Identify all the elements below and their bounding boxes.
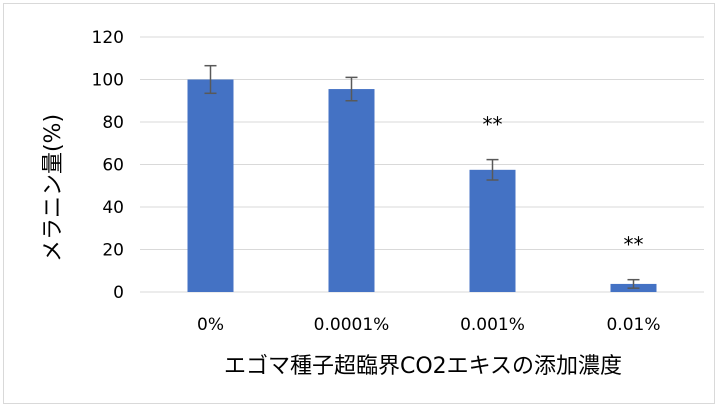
y-tick-labels: 0 20 40 60 80 100 120 — [92, 28, 124, 303]
significance-label: ** — [624, 233, 644, 257]
x-axis-title: エゴマ種子超臨界CO2エキスの添加濃度 — [224, 354, 622, 379]
y-tick-label: 100 — [92, 71, 124, 91]
x-tick-label: 0.01% — [606, 315, 660, 335]
y-tick-label: 120 — [92, 28, 124, 48]
y-axis-title: メラニン量(%) — [41, 114, 66, 262]
bar — [328, 89, 375, 292]
bar — [187, 79, 234, 292]
y-tick-label: 60 — [102, 156, 124, 176]
significance-label: ** — [483, 113, 503, 137]
significance-annotations: ** ** — [483, 113, 644, 257]
x-tick-label: 0% — [197, 315, 224, 335]
bar — [469, 169, 516, 292]
error-bars — [204, 64, 640, 289]
y-tick-label: 20 — [102, 241, 124, 261]
x-tick-labels: 0% 0.0001% 0.001% 0.01% — [197, 315, 661, 335]
y-tick-label: 80 — [102, 113, 124, 133]
gridlines — [140, 36, 704, 293]
y-tick-label: 0 — [113, 283, 124, 303]
y-tick-label: 40 — [102, 198, 124, 218]
x-tick-label: 0.0001% — [314, 315, 390, 335]
x-tick-label: 0.001% — [460, 315, 525, 335]
bars — [187, 79, 657, 292]
